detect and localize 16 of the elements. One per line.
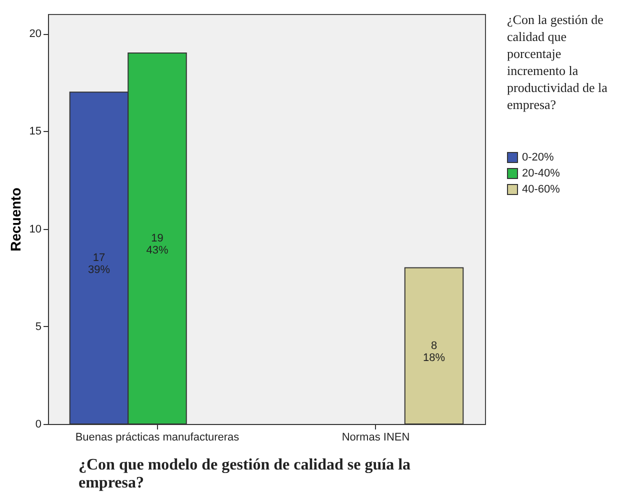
legend-label: 40-60%	[522, 184, 560, 196]
y-tick-label: 10	[29, 223, 42, 236]
x-tick-label: Normas INEN	[342, 432, 410, 444]
y-tick-label: 20	[29, 28, 42, 40]
legend-label: 20-40%	[522, 168, 560, 180]
y-axis-title: Recuento	[7, 188, 24, 252]
legend-title: ¿Con la gestión de calidad que porcentaje incremento la productividad de la empresa?	[507, 12, 608, 112]
y-tick-label: 5	[35, 320, 42, 333]
data-label: 17 39%	[88, 252, 110, 276]
legend-label: 0-20%	[522, 152, 554, 164]
x-tick-label: Buenas prácticas manufactureras	[75, 432, 240, 444]
data-label: 19 43%	[146, 232, 168, 257]
y-tick-label: 15	[29, 126, 42, 138]
data-label: 8 18%	[423, 340, 446, 364]
x-axis-title: ¿Con que modelo de gestión de calidad se guía la empresa?	[78, 456, 411, 492]
y-tick-label: 0	[35, 418, 42, 430]
